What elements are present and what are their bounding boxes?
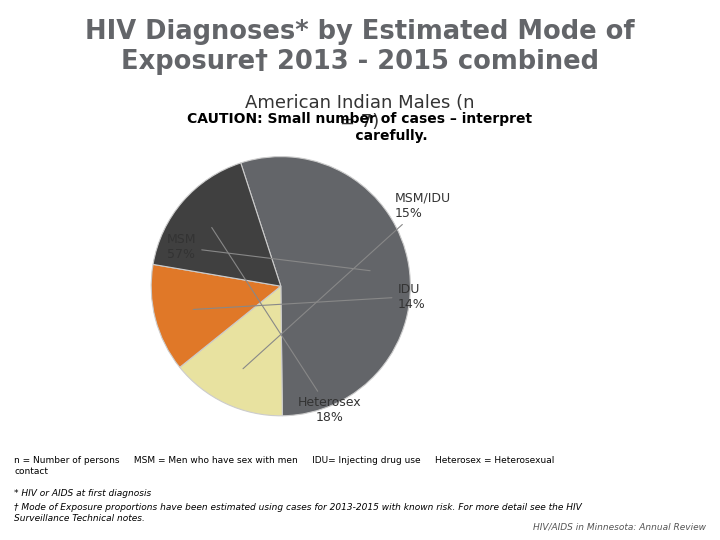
Text: n = Number of persons     MSM = Men who have sex with men     IDU= Injecting dru: n = Number of persons MSM = Men who have… — [14, 456, 555, 476]
Text: HIV Diagnoses* by Estimated Mode of
Exposure† 2013 - 2015 combined: HIV Diagnoses* by Estimated Mode of Expo… — [85, 19, 635, 75]
Text: American Indian Males (n: American Indian Males (n — [246, 94, 474, 112]
Wedge shape — [153, 163, 281, 286]
Text: = 7): = 7) — [341, 113, 379, 131]
Text: * HIV or AIDS at first diagnosis: * HIV or AIDS at first diagnosis — [14, 489, 152, 498]
Text: HIV/AIDS in Minnesota: Annual Review: HIV/AIDS in Minnesota: Annual Review — [533, 523, 706, 532]
Wedge shape — [240, 157, 410, 416]
Text: CAUTION: Small number of cases – interpret
             carefully.: CAUTION: Small number of cases – interpr… — [187, 112, 533, 143]
Wedge shape — [151, 265, 281, 367]
Text: † Mode of Exposure proportions have been estimated using cases for 2013-2015 wit: † Mode of Exposure proportions have been… — [14, 503, 582, 523]
Text: IDU
14%: IDU 14% — [193, 282, 426, 310]
Text: MSM
57%: MSM 57% — [167, 233, 370, 271]
Text: Heterosex
18%: Heterosex 18% — [212, 227, 362, 424]
Text: MSM/IDU
15%: MSM/IDU 15% — [243, 192, 451, 369]
Wedge shape — [180, 286, 282, 416]
